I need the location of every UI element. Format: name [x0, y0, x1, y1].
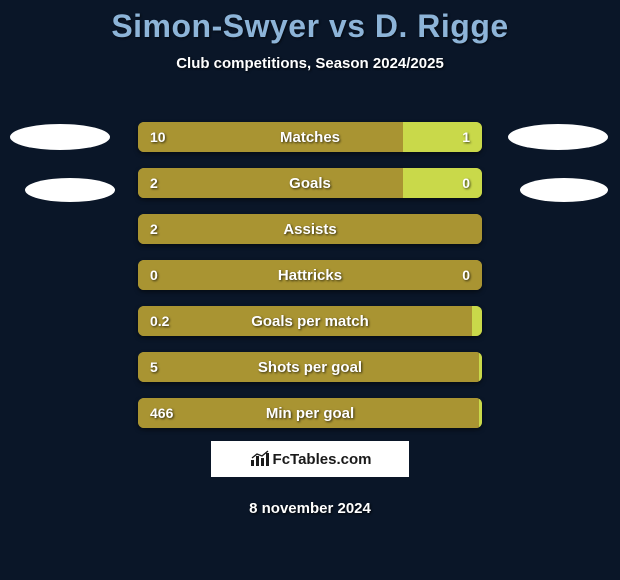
source-label: FcTables.com: [273, 451, 372, 468]
stat-bar-left-fill: [138, 260, 482, 290]
stat-bar: 466Min per goal: [138, 398, 482, 428]
comparison-date: 8 november 2024: [0, 500, 620, 517]
stat-bar: 5Shots per goal: [138, 352, 482, 382]
stat-bar-right-fill: [479, 398, 482, 428]
stat-bar-right-fill: [479, 352, 482, 382]
stat-bar-left-fill: [138, 398, 479, 428]
comparison-subtitle: Club competitions, Season 2024/2025: [0, 55, 620, 72]
stat-bar-right-fill: [403, 122, 482, 152]
stat-bar-left-fill: [138, 122, 403, 152]
logo-ellipse: [508, 124, 608, 150]
stat-bar: 00Hattricks: [138, 260, 482, 290]
chart-icon: [249, 450, 271, 468]
logo-ellipse: [25, 178, 115, 202]
comparison-title: Simon-Swyer vs D. Rigge: [0, 0, 620, 45]
stat-bar: 2Assists: [138, 214, 482, 244]
logo-ellipse: [520, 178, 608, 202]
stat-bar: 101Matches: [138, 122, 482, 152]
source-badge: FcTables.com: [210, 440, 410, 478]
stat-bar-left-fill: [138, 306, 472, 336]
stat-bar-right-fill: [403, 168, 482, 198]
stat-bar-right-fill: [472, 306, 482, 336]
stat-bar-left-fill: [138, 168, 403, 198]
logo-ellipse: [10, 124, 110, 150]
stat-bar-left-fill: [138, 214, 482, 244]
stat-bar: 0.2Goals per match: [138, 306, 482, 336]
stat-bar: 20Goals: [138, 168, 482, 198]
stat-bar-left-fill: [138, 352, 479, 382]
stat-bars-container: 101Matches 20Goals 2Assists 00Hattricks 0.2G…: [138, 122, 482, 444]
